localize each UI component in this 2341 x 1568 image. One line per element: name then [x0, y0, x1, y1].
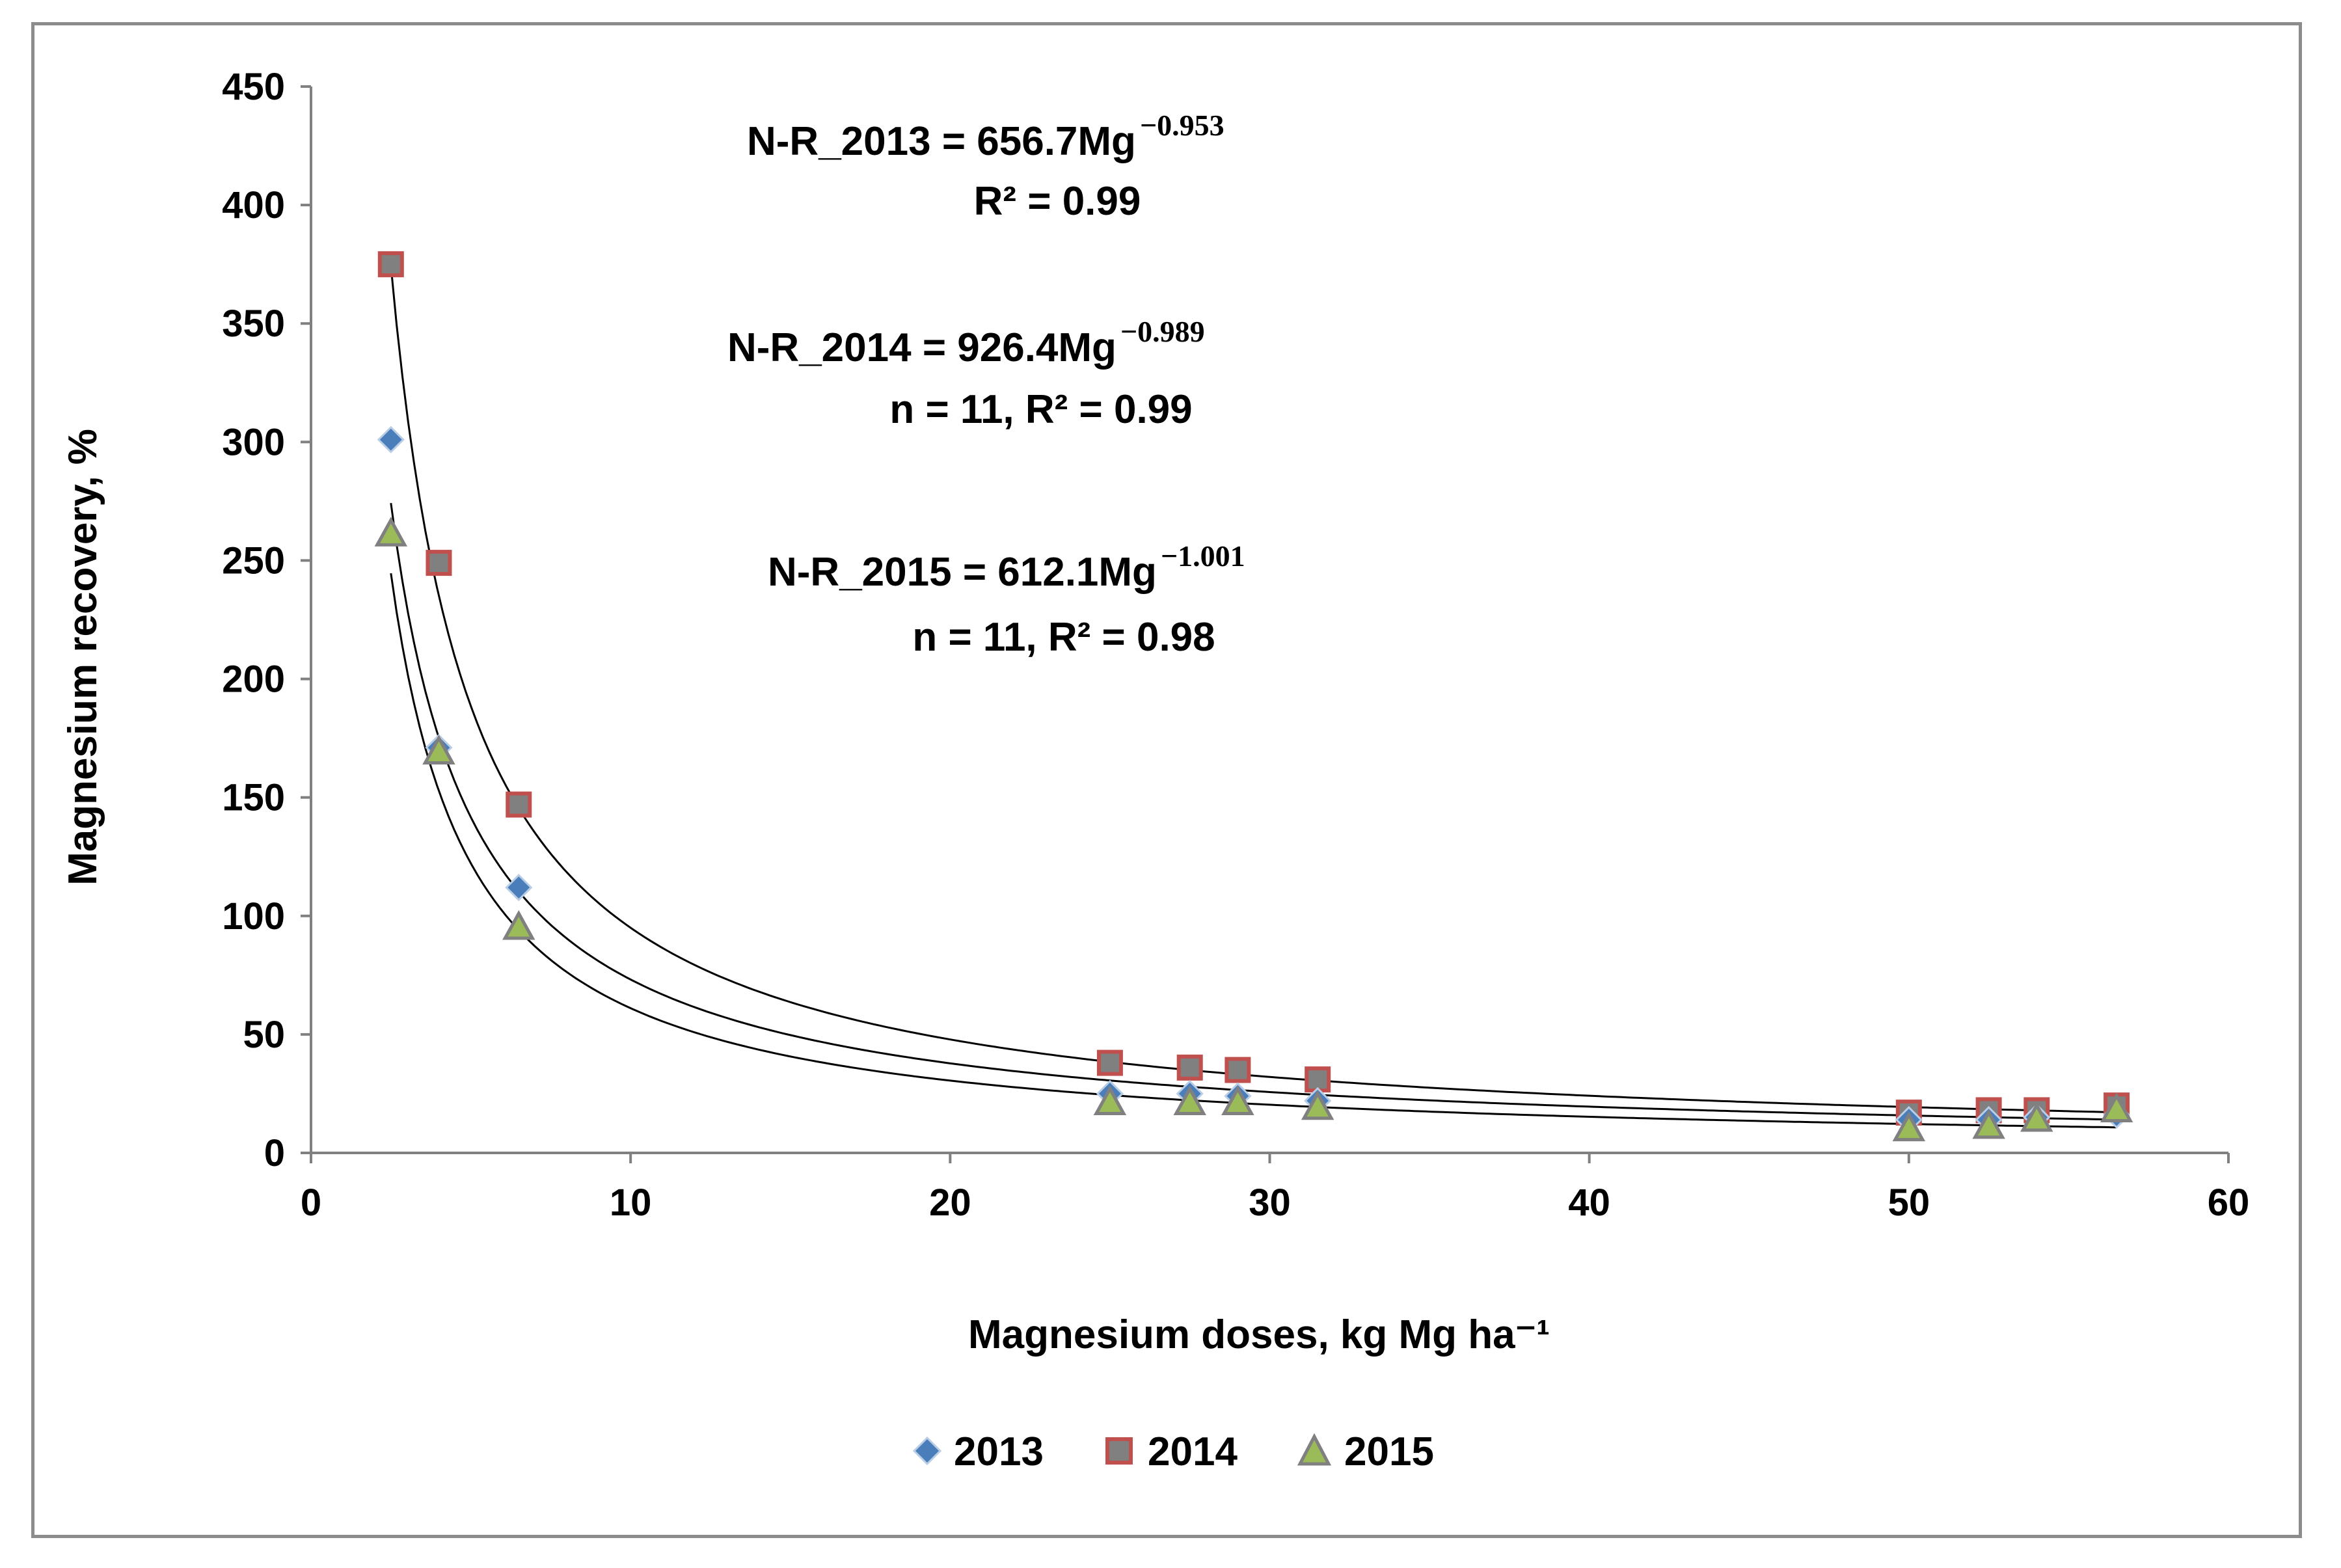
equation-2014-main: N-R_2014 = 926.4Mg	[727, 325, 1116, 370]
legend-label-2014: 2014	[1148, 1429, 1238, 1474]
tick-labels: 0 50 100 150 200 250 300 350 400 450 0 10 20 30 40 50 60	[222, 66, 2249, 1224]
fit-curves	[390, 265, 2117, 1129]
point-2014	[1176, 1054, 1203, 1081]
equation-2015-r2: n = 11, R² = 0.98	[912, 615, 1215, 660]
y-tick-label: 250	[222, 539, 285, 582]
point-2014	[426, 550, 452, 576]
y-tick-label: 300	[222, 421, 285, 463]
x-tick-label: 0	[301, 1182, 321, 1224]
y-tick-label: 100	[222, 895, 285, 938]
equation-2013-main: N-R_2013 = 656.7Mg	[747, 119, 1136, 164]
point-2014	[1096, 1049, 1123, 1076]
point-2015	[1093, 1085, 1127, 1116]
legend-item-2015: 2015	[1297, 1429, 1434, 1474]
legend: 2013 2014 2015	[912, 1429, 1434, 1474]
svg-text:N-R_2013 = 656.7Mg−0.953: N-R_2013 = 656.7Mg −0.953	[747, 109, 1225, 164]
x-tick-label: 60	[2208, 1182, 2250, 1224]
equation-2013: N-R_2013 = 656.7Mg −0.953 R² = 0.99	[747, 109, 1225, 224]
legend-marker-2013	[912, 1436, 942, 1466]
svg-text:N-R_2015 = 612.1Mg−1.001: N-R_2015 = 612.1Mg −1.001	[768, 539, 1245, 595]
x-tick-label: 40	[1568, 1182, 1610, 1224]
y-axis-title: Magnesium recovery, %	[61, 429, 105, 885]
equation-2015-exponent: −1.001	[1161, 539, 1245, 573]
y-tick-label: 0	[264, 1132, 285, 1174]
point-2013	[505, 873, 533, 902]
legend-item-2013: 2013	[912, 1429, 1044, 1474]
y-tick-label: 50	[243, 1014, 285, 1056]
axes	[301, 85, 2230, 1163]
fit-curve-2013	[390, 502, 2117, 1121]
legend-label-2013: 2013	[954, 1429, 1044, 1474]
equation-2015-main: N-R_2015 = 612.1Mg	[768, 550, 1157, 595]
point-2015	[1972, 1109, 2005, 1139]
point-2015	[1173, 1085, 1206, 1116]
point-2015	[1301, 1090, 1334, 1120]
data-points	[374, 251, 2133, 1142]
y-tick-label: 350	[222, 303, 285, 345]
point-2015	[374, 517, 408, 547]
legend-label-2015: 2015	[1344, 1429, 1434, 1474]
point-2015	[1221, 1085, 1254, 1116]
svg-text:N-R_2014 = 926.4Mg−0.989: N-R_2014 = 926.4Mg −0.989	[727, 315, 1205, 370]
x-tick-label: 20	[929, 1182, 971, 1224]
point-2013	[377, 426, 405, 453]
y-tick-label: 450	[222, 66, 285, 108]
point-2015	[422, 735, 455, 764]
point-2015	[502, 910, 535, 940]
chart-frame	[31, 22, 2302, 1538]
point-2015	[1892, 1111, 1926, 1142]
y-tick-label: 200	[222, 658, 285, 701]
point-2014	[377, 251, 404, 278]
legend-marker-2014	[1105, 1437, 1133, 1465]
fit-curve-2014	[390, 265, 2117, 1114]
equation-2014: N-R_2014 = 926.4Mg −0.989 n = 11, R² = 0.…	[727, 315, 1205, 432]
y-tick-label: 150	[222, 777, 285, 819]
x-tick-label: 10	[610, 1182, 652, 1224]
equation-2014-r2: n = 11, R² = 0.99	[889, 387, 1192, 432]
x-tick-label: 30	[1249, 1182, 1291, 1224]
equation-2013-exponent: −0.953	[1140, 109, 1225, 142]
x-axis-title: Magnesium doses, kg Mg ha⁻¹	[968, 1312, 1550, 1357]
point-2015	[2100, 1092, 2133, 1122]
point-2015	[2020, 1102, 2053, 1132]
y-tick-label: 400	[222, 184, 285, 226]
legend-marker-2015	[1297, 1433, 1332, 1466]
point-2014	[1225, 1057, 1251, 1083]
equation-2013-r2: R² = 0.99	[974, 179, 1141, 224]
equation-2014-exponent: −0.989	[1120, 315, 1205, 348]
legend-item-2014: 2014	[1105, 1429, 1238, 1474]
equation-2015: N-R_2015 = 612.1Mg −1.001 n = 11, R² = 0.…	[768, 539, 1245, 660]
fit-curve-2015	[390, 573, 2117, 1129]
x-tick-label: 50	[1888, 1182, 1930, 1224]
point-2014	[506, 791, 532, 818]
